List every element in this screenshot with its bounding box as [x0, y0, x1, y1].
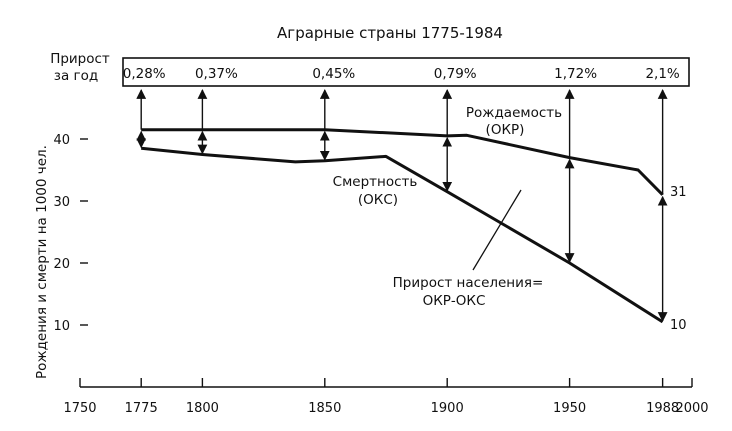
y-tick-label: 20	[53, 257, 70, 272]
births-label-line2: (ОКР)	[486, 122, 525, 138]
growth-rate-label: 0,28%	[123, 66, 166, 82]
growth-rates: 0,28% 0,37% 0,45% 0,79% 1,72% 2,1%	[123, 66, 680, 82]
growth-label-line1: Прирост населения=	[393, 275, 544, 291]
births-end-label: 31	[670, 185, 687, 200]
births-label-line1: Рождаемость	[466, 105, 562, 121]
growth-label-line2: ОКР-ОКС	[423, 293, 486, 309]
growth-rate-label: 0,45%	[312, 66, 355, 82]
growth-rate-label: 0,79%	[434, 66, 477, 82]
chart-title: Аграрные страны 1775-1984	[277, 24, 503, 42]
x-tick-label: 2000	[675, 401, 708, 416]
deaths-line	[141, 146, 664, 324]
growth-rate-label: 2,1%	[645, 66, 679, 82]
deaths-label-line2: (ОКС)	[358, 192, 398, 208]
growth-label-leader	[472, 189, 522, 271]
x-tick-label: 1900	[431, 401, 464, 416]
growth-rate-label: 0,37%	[195, 66, 238, 82]
series-lines	[141, 128, 664, 324]
deaths-end-label: 10	[670, 318, 687, 333]
x-tick-label: 1950	[553, 401, 586, 416]
births-line	[141, 128, 664, 196]
growth-rate-box	[122, 57, 690, 87]
x-tick-label: 1750	[63, 401, 96, 416]
x-tick-label: 1988	[646, 401, 679, 416]
y-tick-label: 40	[53, 133, 70, 148]
y-tick-label: 30	[53, 195, 70, 210]
growth-arrows	[136, 89, 668, 322]
growth-rate-label: 1,72%	[554, 66, 597, 82]
growth-heading-line1: Прирост	[50, 51, 110, 67]
x-tick-label: 1775	[125, 401, 158, 416]
x-tick-label: 1850	[308, 401, 341, 416]
x-tick-label: 1800	[186, 401, 219, 416]
y-axis-label: Рождения и смерти на 1000 чел.	[34, 145, 50, 379]
y-tick-label: 10	[53, 319, 70, 334]
deaths-label-line1: Смертность	[333, 174, 418, 190]
y-ticks: 10 20 30 40	[53, 133, 88, 334]
growth-heading-line2: за год	[54, 68, 98, 84]
